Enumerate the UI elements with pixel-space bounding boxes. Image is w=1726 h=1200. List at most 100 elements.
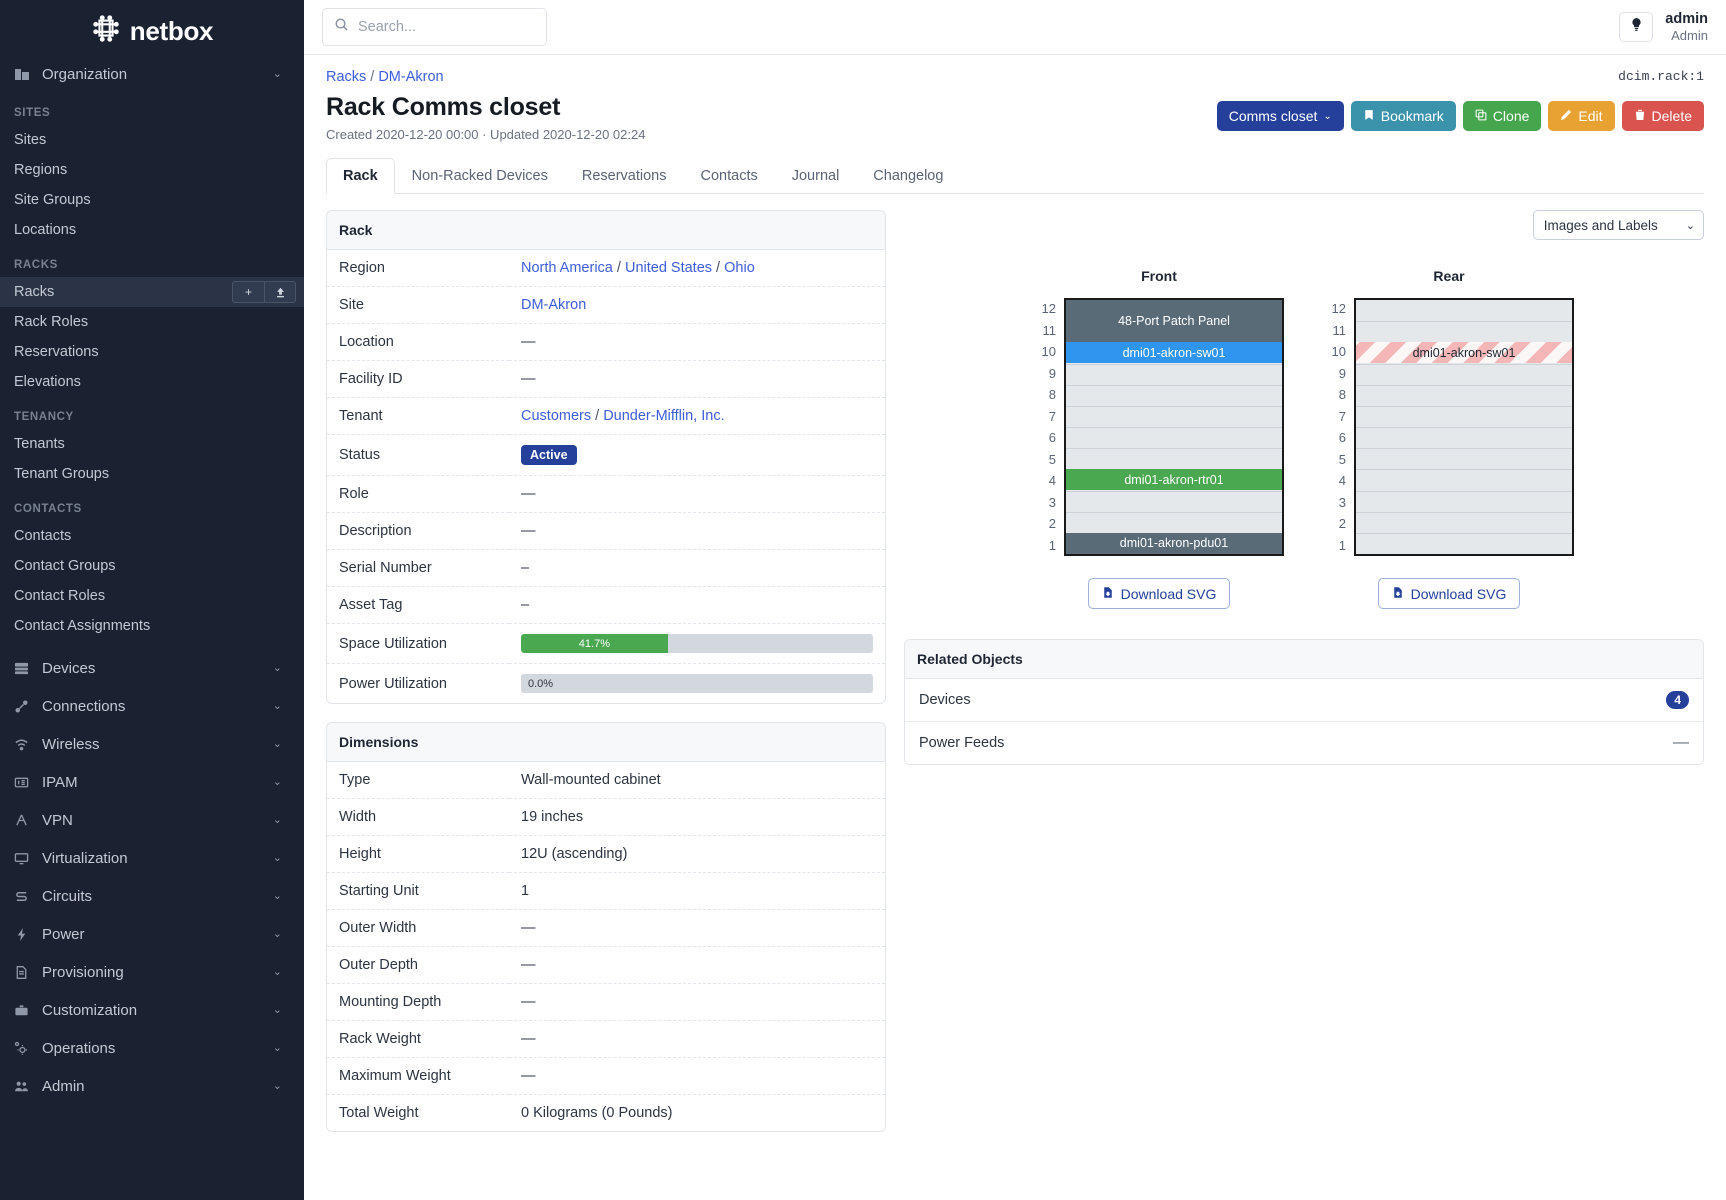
sidebar-item-label: Rack Roles [14,314,89,330]
rack-device[interactable]: dmi01-akron-pdu01 [1066,532,1282,554]
sidebar-item-sites[interactable]: Sites [0,125,304,155]
rack-unit-slot[interactable] [1066,363,1282,385]
tab-non-racked-devices[interactable]: Non-Racked Devices [411,168,548,184]
file-download-icon [1392,586,1404,602]
rack-unit-slot[interactable] [1066,384,1282,406]
row-key: Region [339,260,385,276]
sidebar-group-admin[interactable]: Admin ⌄ [0,1067,304,1105]
row-key: Description [339,523,412,539]
search-input[interactable] [358,19,535,35]
region-link-united-states[interactable]: United States [624,260,713,276]
rack-device[interactable]: dmi01-akron-sw01 [1066,342,1282,364]
clone-button[interactable]: Clone [1462,101,1542,131]
edit-label: Edit [1578,108,1603,124]
sidebar-item-reservations[interactable]: Reservations [0,337,304,367]
rack-unit-label: 11 [1042,322,1057,338]
sidebar-group-ipam[interactable]: IPAM ⌄ [0,763,304,801]
rack-unit-slot[interactable] [1066,405,1282,427]
user-menu[interactable]: admin Admin [1665,11,1708,44]
front-download-svg-button[interactable]: Download SVG [1087,578,1231,609]
sidebar-item-locations[interactable]: Locations [0,215,304,245]
edit-button[interactable]: Edit [1548,101,1615,131]
rack-device[interactable]: dmi01-akron-sw01 [1356,342,1572,364]
sidebar-group-operations[interactable]: Operations ⌄ [0,1029,304,1067]
sidebar-group-vpn[interactable]: VPN ⌄ [0,801,304,839]
clone-icon [1475,108,1487,124]
sidebar-group-power[interactable]: Power ⌄ [0,915,304,953]
rack-unit-slot[interactable] [1356,511,1572,533]
row-value: 0 Kilograms (0 Pounds) [521,1105,673,1121]
pencil-icon [1560,108,1572,124]
rack-unit-slot[interactable] [1356,321,1572,343]
rack-unit-label: 2 [1048,516,1056,532]
sidebar-item-rack-roles[interactable]: Rack Roles [0,307,304,337]
plug-icon [14,699,42,714]
sidebar-group-provisioning[interactable]: Provisioning ⌄ [0,953,304,991]
sidebar-group-wireless[interactable]: Wireless ⌄ [0,725,304,763]
sidebar-item-contact-assignments[interactable]: Contact Assignments [0,611,304,641]
site-link[interactable]: DM-Akron [521,297,587,313]
sidebar-group-devices[interactable]: Devices ⌄ [0,649,304,687]
rear-download-svg-button[interactable]: Download SVG [1377,578,1521,609]
breadcrumb-item-racks[interactable]: Racks [326,69,367,85]
brand-logo[interactable]: netbox [0,0,304,55]
rack-device[interactable]: 48-Port Patch Panel [1066,300,1282,343]
sidebar-group-organization[interactable]: Organization ⌄ [0,55,304,93]
rack-unit-slot[interactable] [1356,384,1572,406]
rack-unit-slot[interactable] [1356,405,1572,427]
sidebar-item-racks[interactable]: Racks + [0,277,304,307]
elevation-view-select[interactable]: Images and Labels ⌄ [1532,210,1704,240]
rack-unit-slot[interactable] [1356,448,1572,470]
tab-changelog[interactable]: Changelog [873,168,944,184]
sidebar-item-contact-roles[interactable]: Contact Roles [0,581,304,611]
sidebar-item-contact-groups[interactable]: Contact Groups [0,551,304,581]
sidebar-item-site-groups[interactable]: Site Groups [0,185,304,215]
related-row-devices[interactable]: Devices 4 [905,679,1703,722]
sidebar-item-tenant-groups[interactable]: Tenant Groups [0,459,304,489]
region-link-north-america[interactable]: North America [521,260,613,276]
add-rack-button[interactable]: + [232,281,264,303]
rack-unit-slot[interactable] [1356,532,1572,554]
bookmark-button[interactable]: Bookmark [1350,101,1456,131]
rack-unit-slot[interactable] [1356,427,1572,449]
rack-unit-slot[interactable] [1066,427,1282,449]
tenant-link[interactable]: Dunder-Mifflin, Inc. [603,408,725,424]
rack-unit-slot[interactable] [1356,490,1572,512]
tab-rack[interactable]: Rack [326,158,395,194]
rack-device[interactable]: dmi01-akron-rtr01 [1066,469,1282,491]
rack-unit-label: 1 [1338,537,1346,553]
region-link-ohio[interactable]: Ohio [724,260,755,276]
rack-unit-slot[interactable] [1066,448,1282,470]
sidebar-group-customization[interactable]: Customization ⌄ [0,991,304,1029]
tab-journal[interactable]: Journal [791,168,840,184]
tab-contacts[interactable]: Contacts [700,168,758,184]
theme-toggle-button[interactable] [1619,11,1654,42]
row-value: — [521,1031,536,1047]
sidebar-item-tenants[interactable]: Tenants [0,429,304,459]
sidebar-item-contacts[interactable]: Contacts [0,521,304,551]
rack-unit-slot[interactable] [1356,469,1572,491]
sidebar-group-circuits[interactable]: Circuits ⌄ [0,877,304,915]
sidebar-item-regions[interactable]: Regions [0,155,304,185]
rack-unit-slot[interactable] [1356,300,1572,322]
related-row-power-feeds[interactable]: Power Feeds — [905,722,1703,764]
rack-unit-label: 3 [1048,494,1056,510]
breadcrumb-item-dm-akron[interactable]: DM-Akron [378,69,444,85]
sidebar-group-label: Devices [42,659,96,677]
sidebar-group-label: Customization [42,1001,138,1019]
rack-unit-slot[interactable] [1356,363,1572,385]
rack-unit-slot[interactable] [1066,511,1282,533]
sidebar-item-elevations[interactable]: Elevations [0,367,304,397]
row-key: Status [339,447,381,463]
row-value: Wall-mounted cabinet [521,772,661,788]
sidebar-group-virtualization[interactable]: Virtualization ⌄ [0,839,304,877]
rack-unit-slot[interactable] [1066,490,1282,512]
import-rack-button[interactable] [264,281,296,303]
tab-reservations[interactable]: Reservations [581,168,667,184]
rack-type-dropdown-button[interactable]: Comms closet ⌄ [1216,101,1344,131]
sidebar-group-connections[interactable]: Connections ⌄ [0,687,304,725]
tenant-group-link[interactable]: Customers [521,408,592,424]
delete-button[interactable]: Delete [1621,101,1704,131]
search-box[interactable] [322,8,547,46]
rack-detail-table: Region North America / United States / O… [327,250,885,703]
